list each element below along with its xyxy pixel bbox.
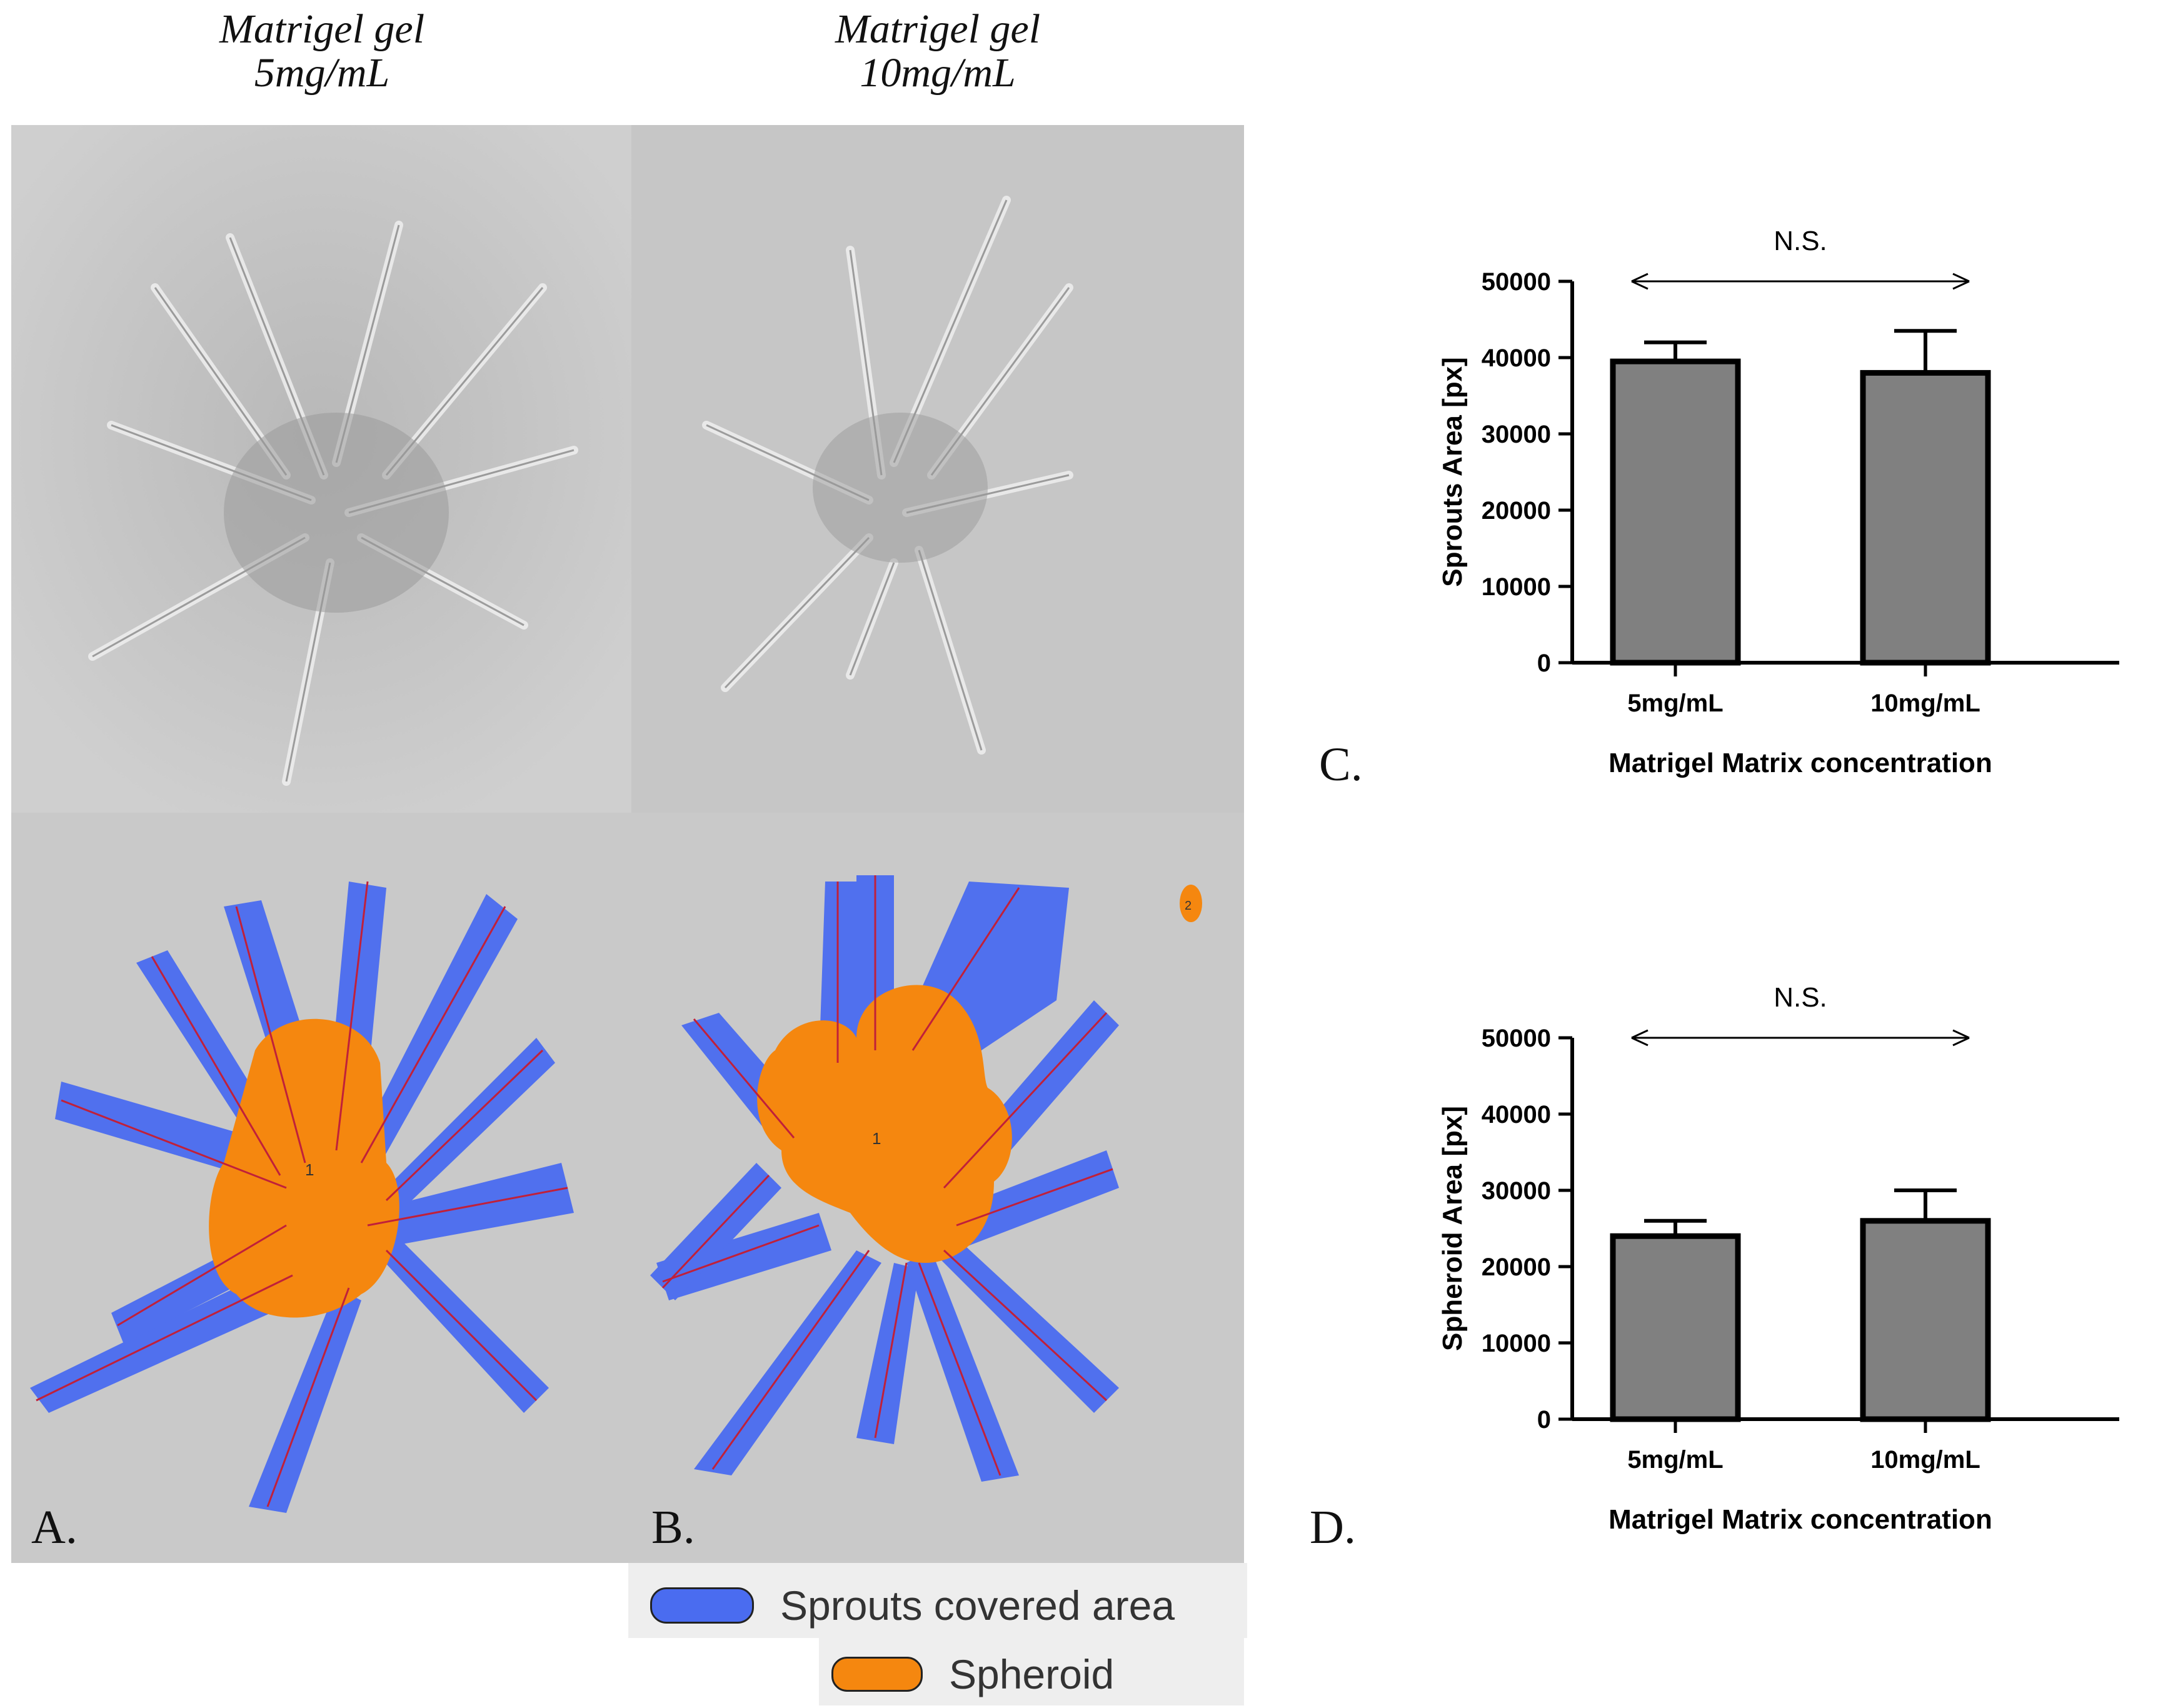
legend-item-spheroid: Spheroid (831, 1650, 1114, 1698)
y-axis-label: Spheroid Area [px] (1437, 1106, 1468, 1351)
column-title-line2: 5mg/mL (254, 50, 390, 96)
y-tick-label: 10000 (1482, 573, 1551, 601)
column-title-line1: Matrigel gel (219, 6, 425, 52)
y-tick-label: 50000 (1482, 1025, 1551, 1052)
bar (1610, 1233, 1741, 1422)
y-tick-label: 30000 (1482, 1177, 1551, 1205)
y-tick-label: 40000 (1482, 1101, 1551, 1128)
x-tick-label: 5mg/mL (1627, 690, 1723, 717)
micrograph-a-top (11, 125, 631, 813)
bar (1860, 1218, 1991, 1422)
spheroid-number: 1 (872, 1129, 881, 1148)
x-tick-label: 10mg/mL (1870, 690, 1980, 717)
legend-swatch-spheroid (831, 1657, 923, 1692)
legend-label-spheroid: Spheroid (949, 1651, 1115, 1697)
y-tick-label: 30000 (1482, 421, 1551, 448)
arrowhead-left (1631, 273, 1649, 290)
panel-label-a: A. (31, 1501, 78, 1554)
column-title-line2: 10mg/mL (860, 50, 1016, 96)
arrowhead-right (1952, 273, 1970, 290)
significance-label: N.S. (1774, 982, 1827, 1013)
bar (1860, 369, 1991, 666)
y-tick-label: 0 (1537, 1406, 1551, 1434)
legend-item-sprouts: Sprouts covered area (650, 1582, 1175, 1629)
legend-label-sprouts: Sprouts covered area (780, 1582, 1175, 1629)
y-tick-label: 20000 (1482, 497, 1551, 525)
y-tick-label: 20000 (1482, 1253, 1551, 1281)
column-title-10mg: Matrigel gel 10mg/mL (750, 8, 1125, 95)
y-tick-label: 10000 (1482, 1330, 1551, 1357)
panel-label-c: C. (1319, 738, 1363, 791)
overlay-a-bottom: 1 (11, 813, 631, 1563)
x-axis-label: Matrigel Matrix concentration (1608, 748, 1992, 778)
panel-label-b: B. (651, 1501, 695, 1554)
x-axis-label: Matrigel Matrix concentration (1608, 1504, 1992, 1535)
arrowhead-right (1952, 1029, 1970, 1047)
column-title-line1: Matrigel gel (835, 6, 1041, 52)
spheroid-number-extra: 2 (1185, 899, 1192, 913)
spheroid-number: 1 (305, 1160, 314, 1179)
bar-chart-sprouts: 0 10000 20000 30000 40000 50000 5mg/mL 10mg/mL N… (1437, 226, 2119, 778)
x-tick-label: 10mg/mL (1870, 1446, 1980, 1474)
column-title-5mg: Matrigel gel 5mg/mL (134, 8, 509, 95)
y-axis-label: Sprouts Area [px] (1437, 357, 1468, 587)
micrograph-b-top (631, 125, 1244, 813)
legend-swatch-sprouts (650, 1587, 754, 1624)
bar (1610, 358, 1741, 666)
panel-label-d: D. (1310, 1501, 1356, 1554)
y-tick-label: 0 (1537, 650, 1551, 677)
y-tick-label: 40000 (1482, 344, 1551, 372)
overlay-b-bottom: 1 2 (631, 813, 1244, 1563)
bar-chart-spheroid: 0 10000 20000 30000 40000 50000 5mg/mL 10mg/mL N… (1437, 982, 2119, 1535)
arrowhead-left (1631, 1029, 1649, 1047)
x-tick-label: 5mg/mL (1627, 1446, 1723, 1474)
y-tick-label: 50000 (1482, 268, 1551, 296)
significance-label: N.S. (1774, 226, 1827, 256)
